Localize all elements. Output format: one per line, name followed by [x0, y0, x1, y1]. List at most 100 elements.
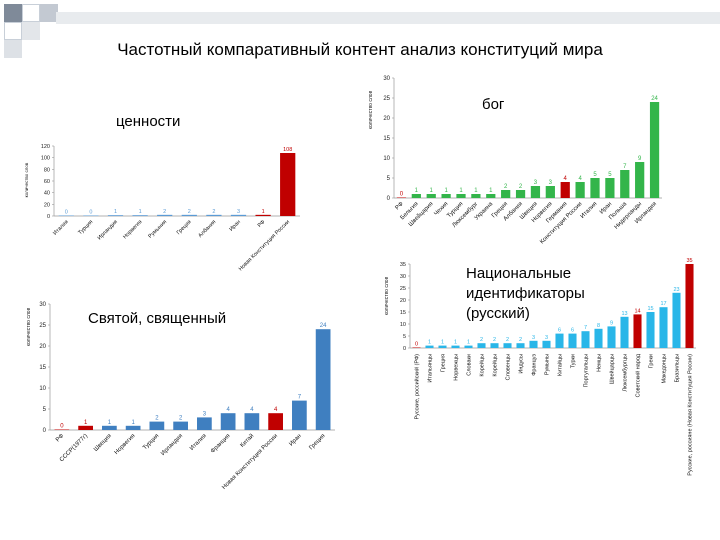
- y-tick-label: 100: [41, 156, 50, 162]
- y-tick-label: 15: [39, 365, 46, 371]
- data-label: 15: [647, 306, 653, 312]
- y-axis-label: количество слов: [368, 90, 374, 129]
- deco-square: [4, 4, 22, 22]
- data-label: 14: [634, 308, 640, 314]
- bar: [672, 292, 681, 348]
- y-tick-label: 10: [383, 156, 390, 162]
- y-tick-label: 60: [44, 179, 50, 185]
- data-label: 2: [519, 337, 522, 343]
- y-tick-label: 30: [400, 274, 406, 280]
- data-label: 1: [441, 340, 444, 346]
- y-tick-label: 30: [39, 302, 46, 308]
- x-tick-label: РФ: [395, 201, 406, 212]
- bar: [477, 343, 486, 348]
- data-label: 1: [262, 209, 265, 215]
- x-tick-label: Люксембургцы: [623, 354, 629, 392]
- y-tick-label: 20: [383, 116, 390, 122]
- bar: [412, 347, 421, 348]
- bar: [649, 102, 660, 198]
- data-label: 4: [250, 407, 254, 413]
- data-label: 1: [489, 188, 493, 194]
- bar: [620, 316, 629, 348]
- data-label: 4: [274, 407, 278, 413]
- bar: [292, 400, 307, 430]
- y-tick-label: 0: [403, 346, 406, 352]
- y-tick-label: 0: [47, 214, 50, 220]
- y-tick-label: 25: [400, 286, 406, 292]
- bar: [501, 190, 511, 198]
- data-label: 0: [65, 210, 68, 216]
- bar: [516, 343, 525, 348]
- data-label: 6: [558, 328, 561, 334]
- data-label: 2: [519, 184, 523, 190]
- bar: [181, 214, 197, 216]
- bar: [486, 194, 496, 198]
- x-tick-label: Румыния: [147, 219, 168, 240]
- x-tick-label: Турки: [571, 354, 577, 368]
- bar: [581, 331, 590, 348]
- header-bar: [56, 12, 720, 24]
- data-label: 4: [564, 176, 568, 182]
- data-label: 3: [545, 335, 548, 341]
- x-tick-label: Швейцарцы: [609, 354, 616, 384]
- x-tick-label: Италия: [580, 201, 599, 220]
- deco-square: [4, 22, 22, 40]
- x-tick-label: Греки: [649, 354, 655, 368]
- chart-values: 0 20 40 60 80 100 120 количество слов 0 0 1 1 2 2 2 3 1 1…: [24, 144, 300, 272]
- data-label: 2: [493, 337, 496, 343]
- bar: [590, 178, 600, 198]
- data-label: 2: [212, 209, 215, 215]
- x-tick-label: Греция: [441, 354, 447, 372]
- bar: [594, 328, 603, 348]
- page-title: Частотный компаративный контент анализ к…: [117, 40, 603, 59]
- chart-holy: 0 5 10 15 20 25 30 количество слов 0 1 1 1 2 2 3 4 4 4 7 24…: [26, 302, 335, 491]
- bar: [173, 421, 188, 430]
- bar: [456, 194, 466, 198]
- data-label: 2: [155, 416, 159, 422]
- x-tick-label: Румыны: [545, 354, 551, 375]
- data-label: 13: [621, 311, 627, 317]
- bar: [451, 345, 460, 348]
- data-label: 1: [114, 209, 117, 215]
- x-tick-label: Бразильцы: [675, 354, 681, 382]
- x-tick-label: Русские, россияне (Новая Конституция Рос…: [688, 354, 694, 476]
- bar: [620, 170, 630, 198]
- data-label: 24: [651, 96, 658, 102]
- x-tick-label: Норвежцы: [454, 354, 460, 381]
- y-tick-label: 5: [43, 407, 47, 413]
- data-label: 35: [686, 258, 692, 264]
- x-tick-label: Португальцы: [584, 354, 590, 387]
- bar: [102, 425, 117, 430]
- bar: [503, 343, 512, 348]
- y-tick-label: 15: [383, 136, 390, 142]
- bar: [132, 215, 148, 216]
- bar: [529, 340, 538, 348]
- data-label: 4: [578, 176, 582, 182]
- data-label: 1: [139, 209, 142, 215]
- bar: [633, 314, 642, 348]
- data-label: 0: [89, 210, 92, 216]
- bar: [426, 194, 436, 198]
- data-label: 0: [415, 342, 418, 348]
- data-label: 2: [506, 337, 509, 343]
- x-tick-label: Корейцы: [492, 354, 499, 377]
- y-tick-label: 5: [403, 334, 406, 340]
- bar: [157, 214, 173, 216]
- deco-square: [22, 22, 40, 40]
- bar: [244, 413, 260, 430]
- bar: [575, 182, 585, 198]
- bar: [149, 421, 165, 430]
- x-tick-label: Албания: [197, 219, 217, 239]
- bar: [268, 413, 283, 430]
- bar: [425, 345, 434, 348]
- x-tick-label: Турция: [77, 219, 94, 236]
- bar: [568, 333, 577, 348]
- data-label: 1: [415, 188, 419, 194]
- data-label: 3: [534, 180, 538, 186]
- y-tick-label: 25: [383, 96, 390, 102]
- bar: [607, 326, 616, 348]
- data-label: 1: [444, 188, 448, 194]
- y-tick-label: 20: [400, 298, 406, 304]
- x-tick-label: Франция: [210, 433, 232, 455]
- bar: [220, 413, 236, 430]
